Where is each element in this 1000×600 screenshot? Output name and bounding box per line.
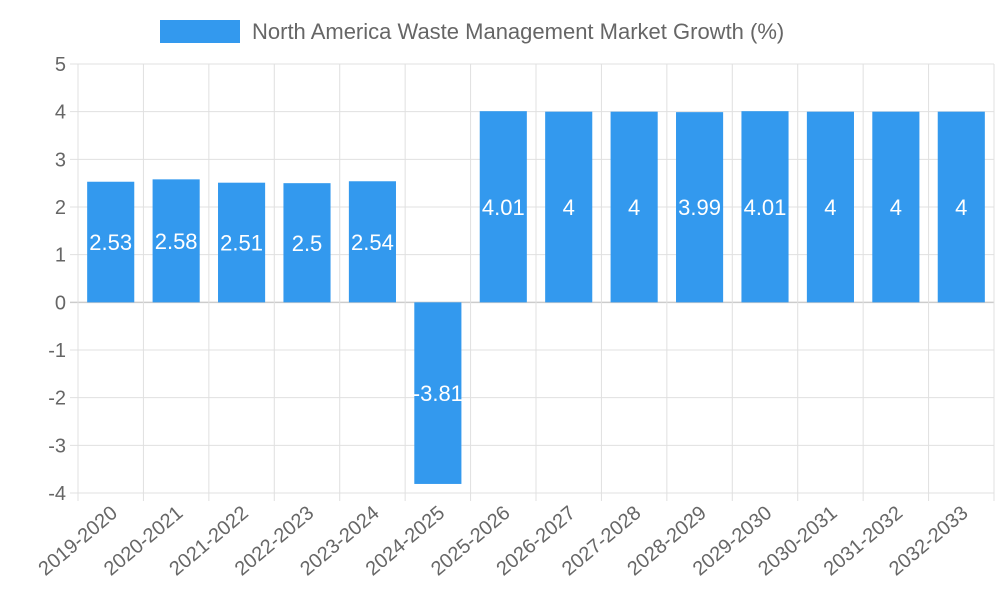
data-label: 4 [890,195,902,220]
x-axis-labels: 2019-20202020-20212021-20222022-20232023… [35,502,973,580]
bar[interactable] [806,111,854,303]
y-tick-label: -3 [48,435,66,457]
legend-label: North America Waste Management Market Gr… [252,19,784,44]
y-axis-labels: -4 -3 -2 -1 0 1 2 3 4 5 [48,54,66,505]
data-label: 2.53 [89,230,132,255]
data-label: 2.58 [155,229,198,254]
bar[interactable] [348,181,396,303]
bars [87,111,985,484]
y-tick-label: -2 [48,388,66,410]
y-tick-label: 0 [55,292,66,314]
grid [70,63,995,501]
bar[interactable] [872,111,920,303]
data-label: 2.51 [220,231,263,256]
bar[interactable] [283,183,331,303]
y-tick-label: 1 [55,245,66,267]
y-tick-label: 5 [55,54,66,76]
data-label: 4 [955,195,967,220]
bar[interactable] [937,111,985,303]
bar[interactable] [610,111,658,303]
data-labels: 2.53 2.58 2.51 2.5 2.54 -3.81 4.01 4 4 3.99 4.01 4 4… [89,195,967,406]
bar[interactable] [479,111,527,303]
data-label: 4 [563,195,575,220]
data-label: 4 [824,195,836,220]
data-label: -3.81 [413,381,463,406]
data-label: 2.5 [292,231,323,256]
bar[interactable] [87,181,135,303]
y-tick-label: 2 [55,197,66,219]
bar[interactable] [152,179,200,303]
data-label: 4.01 [744,195,787,220]
data-label: 2.54 [351,230,394,255]
data-label: 4.01 [482,195,525,220]
legend[interactable]: North America Waste Management Market Gr… [160,19,784,44]
bar[interactable] [676,112,724,303]
legend-swatch [160,20,240,43]
bar[interactable] [414,302,462,484]
y-tick-label: 3 [55,149,66,171]
y-tick-label: 4 [55,102,66,124]
y-tick-label: -1 [48,340,66,362]
data-label: 3.99 [678,195,721,220]
bar[interactable] [218,182,266,303]
bar[interactable] [545,111,593,303]
bar[interactable] [741,111,789,303]
y-tick-label: -4 [48,483,66,505]
data-label: 4 [628,195,640,220]
